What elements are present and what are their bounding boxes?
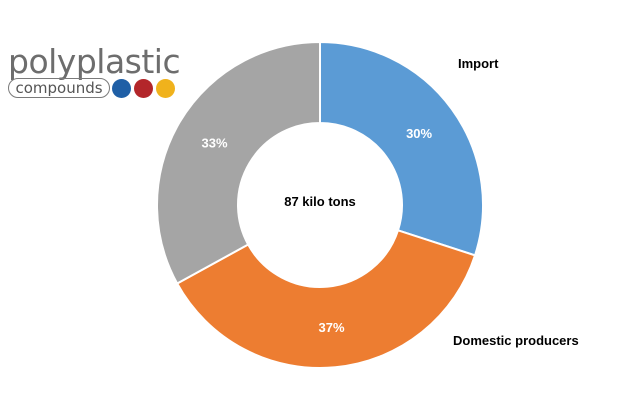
slice-percent-label-1: 37% [319,320,345,335]
logo-dot-blue [112,79,131,98]
donut-slice-1 [175,229,477,369]
center-label: 87 kilo tons [284,194,356,209]
slice-percent-label-0: 30% [406,126,432,141]
donut-slices [156,40,484,369]
label-import: Import [458,56,499,71]
logo-subtitle: compounds [8,78,110,98]
slice-percent-label-2: 33% [202,136,228,151]
logo-dot-yellow [156,79,175,98]
logo-wordmark: polyplastic [8,42,181,81]
donut-slice-2 [156,40,321,285]
label-domestic-producers: Domestic producers [453,333,579,348]
slice-labels: 30% 37% 33% [202,126,433,335]
donut-slice-0 [319,40,484,257]
polyplastic-logo: polyplastic compounds [6,42,181,104]
logo-dot-red [134,79,153,98]
